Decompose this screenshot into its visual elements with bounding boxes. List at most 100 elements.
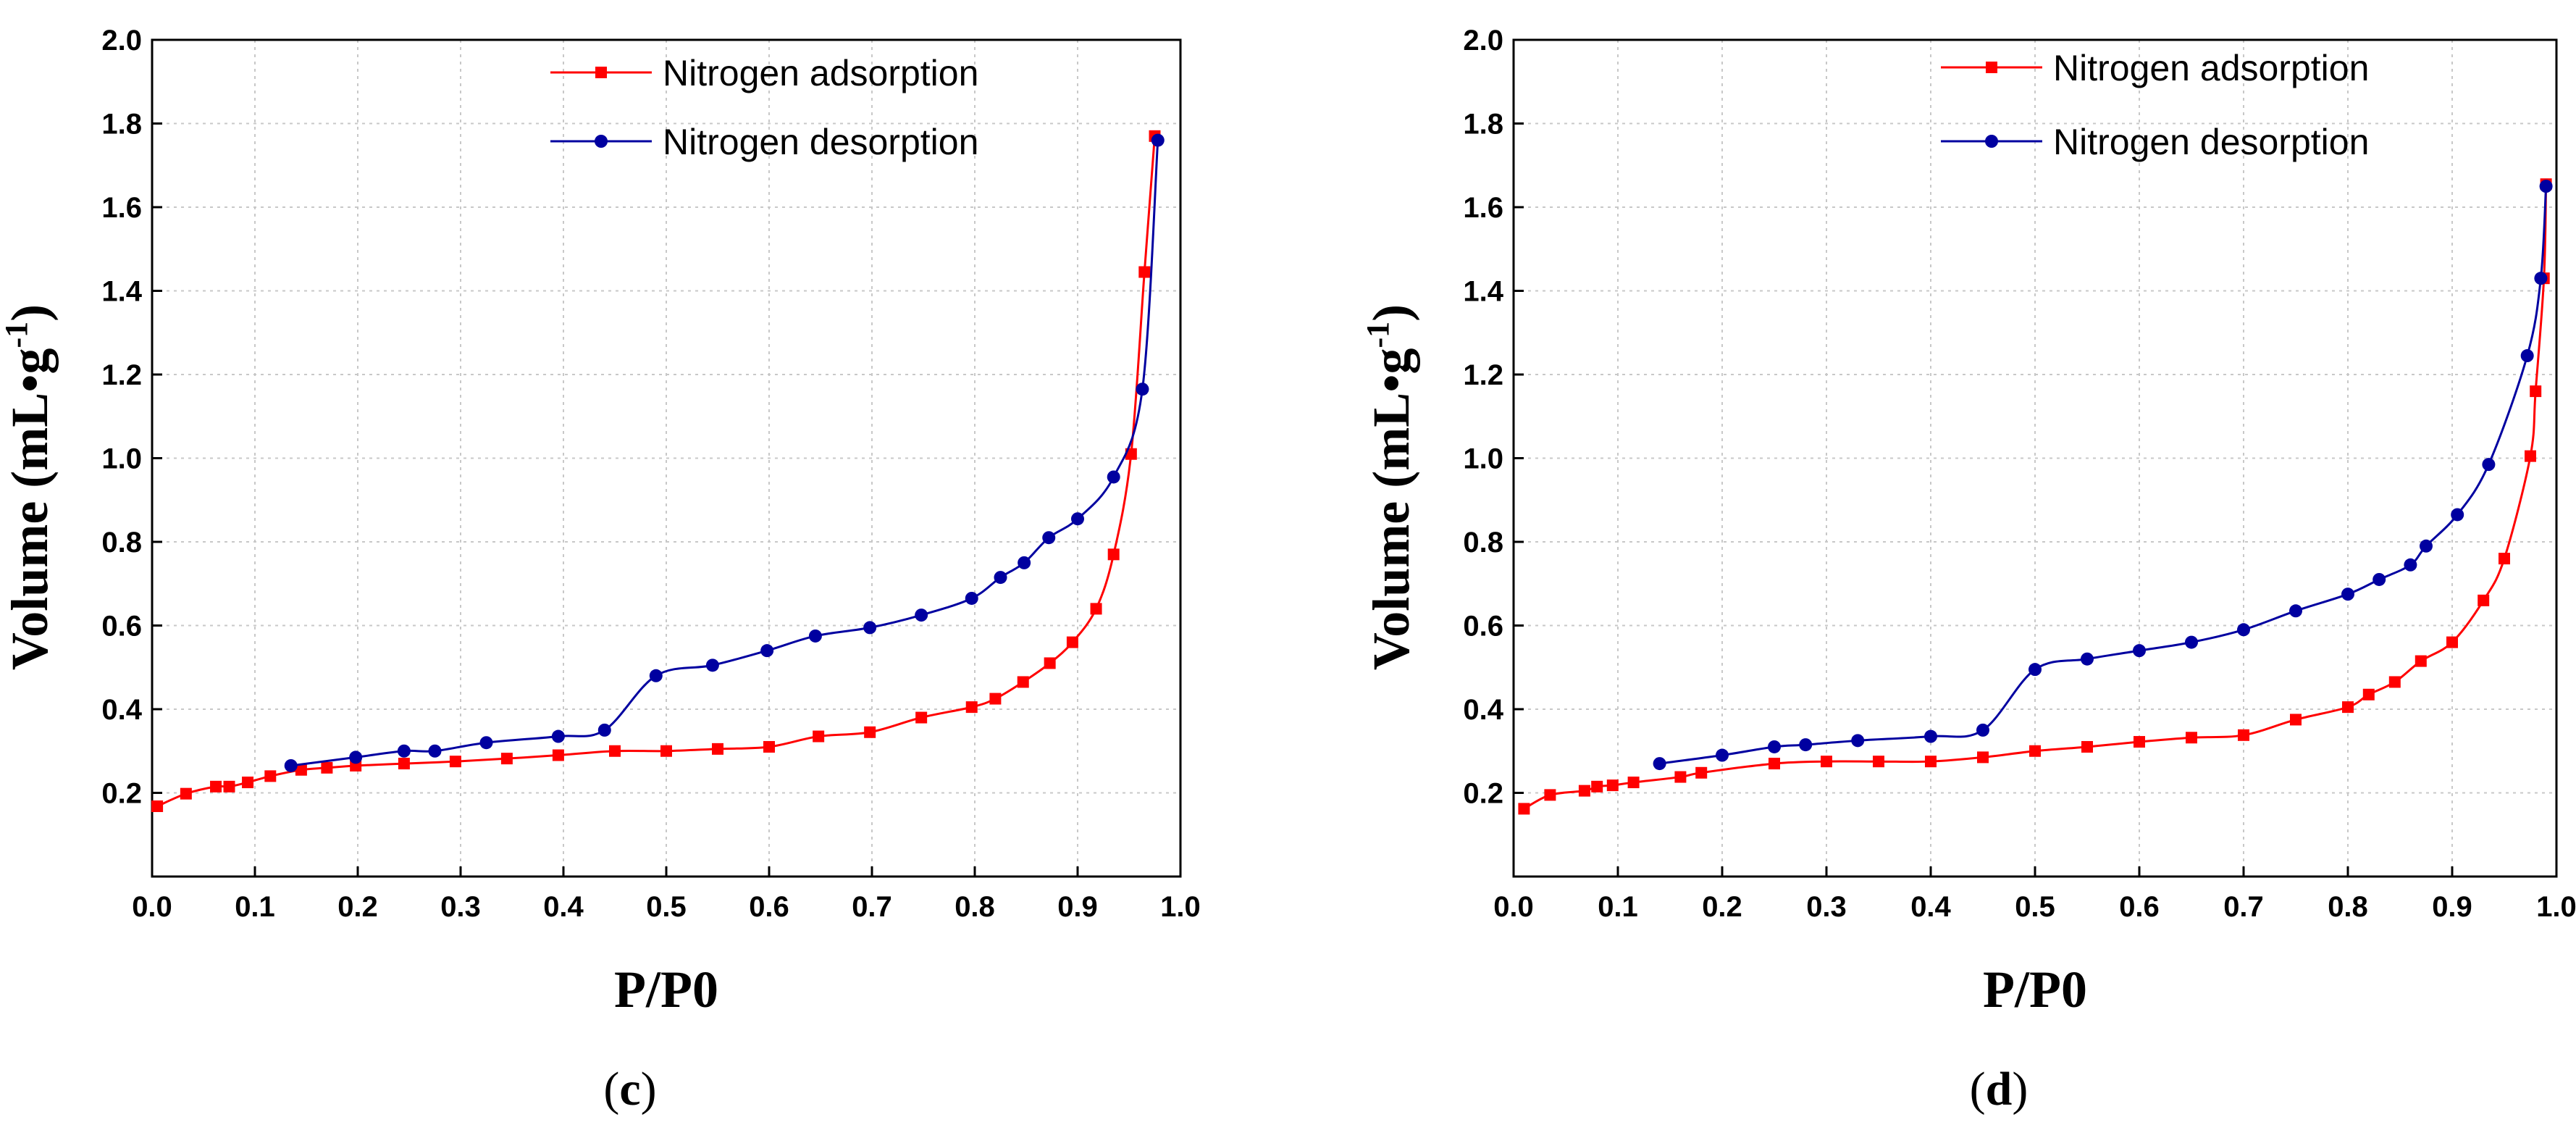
data-point-adsorption xyxy=(1578,785,1590,797)
data-point-desorption xyxy=(915,608,928,622)
data-point-adsorption xyxy=(1627,777,1640,789)
legend-label-adsorption: Nitrogen adsorption xyxy=(2053,48,2369,88)
data-point-adsorption xyxy=(2415,655,2427,667)
data-point-desorption xyxy=(1924,729,1937,743)
series-line-adsorption xyxy=(156,135,1156,808)
legend-label-adsorption: Nitrogen adsorption xyxy=(663,53,978,93)
data-point-desorption xyxy=(2237,623,2250,637)
data-point-adsorption xyxy=(1107,548,1120,561)
data-point-adsorption xyxy=(500,753,513,765)
y-tick-label: 0.6 xyxy=(101,611,142,643)
data-point-desorption xyxy=(1799,738,1813,752)
data-point-adsorption xyxy=(151,800,164,812)
data-point-adsorption xyxy=(1591,780,1603,792)
legend-marker-desorption xyxy=(1985,135,1998,148)
panel-label-close: ) xyxy=(2012,1063,2028,1116)
y-tick-label: 1.8 xyxy=(101,109,142,141)
data-point-desorption xyxy=(2539,180,2553,193)
y-axis-title-main: Volume (mL•g xyxy=(1,348,59,671)
data-point-adsorption xyxy=(1017,676,1029,688)
data-point-desorption xyxy=(2451,508,2464,522)
legend-label-desorption: Nitrogen desorption xyxy=(2053,122,2369,162)
y-tick-label: 0.6 xyxy=(1463,611,1503,643)
data-point-desorption xyxy=(1851,734,1865,748)
series-line-desorption xyxy=(290,140,1159,767)
x-tick-label: 0.5 xyxy=(646,891,687,923)
x-tick-label: 0.4 xyxy=(543,891,584,923)
data-point-adsorption xyxy=(1925,756,1937,768)
legend-marker-desorption xyxy=(595,135,608,148)
series-line-desorption xyxy=(1659,186,2548,765)
data-point-desorption xyxy=(597,723,611,737)
data-point-adsorption xyxy=(2446,636,2458,648)
y-tick-label: 1.6 xyxy=(101,192,142,224)
data-point-adsorption xyxy=(1044,657,1056,669)
data-point-adsorption xyxy=(1544,789,1556,801)
data-point-adsorption xyxy=(2029,745,2041,757)
data-point-adsorption xyxy=(210,780,222,792)
data-point-adsorption xyxy=(1090,603,1102,615)
chart-panel-d: 0.0 0.1 0.2 0.3 0.4 0.5 0.6 0.7 0.8 0.9 1.0 0.2 0.4 0… xyxy=(1360,25,2576,1116)
x-tick-label: 0.1 xyxy=(235,891,275,923)
x-tick-label: 0.6 xyxy=(2119,891,2160,923)
data-point-adsorption xyxy=(2238,729,2249,741)
y-axis-title-close: ) xyxy=(1362,304,1420,322)
data-point-desorption xyxy=(479,736,493,750)
data-point-adsorption xyxy=(1138,266,1151,278)
data-point-desorption xyxy=(965,591,978,605)
x-tick-label: 0.6 xyxy=(749,891,789,923)
y-axis-title: Volume (mL•g-1) xyxy=(0,304,59,670)
y-tick-label: 0.8 xyxy=(1463,527,1503,559)
data-point-desorption xyxy=(1042,531,1056,545)
x-tick-label: 0.9 xyxy=(1057,891,1098,923)
data-point-desorption xyxy=(649,669,663,682)
data-point-desorption xyxy=(1653,757,1666,771)
data-point-adsorption xyxy=(1821,756,1832,768)
x-tick-label: 0.9 xyxy=(2432,891,2472,923)
data-point-desorption xyxy=(2341,587,2354,601)
data-point-desorption xyxy=(2029,663,2042,677)
y-tick-label: 1.0 xyxy=(1463,443,1503,475)
data-point-desorption xyxy=(551,729,565,743)
y-tick-label: 1.4 xyxy=(1463,276,1503,308)
x-axis-title: P/P0 xyxy=(1983,961,2087,1019)
data-point-desorption xyxy=(1071,512,1084,526)
data-point-adsorption xyxy=(915,711,928,724)
panel-label: (c) xyxy=(603,1063,656,1116)
data-point-desorption xyxy=(2081,652,2094,666)
data-point-desorption xyxy=(2372,572,2386,586)
panel-label-close: ) xyxy=(641,1063,657,1116)
data-point-adsorption xyxy=(1695,766,1708,779)
y-axis-title-close: ) xyxy=(1,304,59,322)
data-point-desorption xyxy=(349,750,363,764)
data-point-desorption xyxy=(1976,723,1989,737)
data-point-adsorption xyxy=(1977,751,1989,764)
y-tick-label: 1.2 xyxy=(101,359,142,391)
y-tick-label: 1.6 xyxy=(1463,192,1503,224)
data-point-adsorption xyxy=(609,745,621,757)
data-point-desorption xyxy=(2289,604,2302,618)
x-tick-label: 0.7 xyxy=(852,891,892,923)
data-point-desorption xyxy=(397,744,411,758)
y-axis-title-superscript: -1 xyxy=(0,322,34,348)
data-point-adsorption xyxy=(398,758,410,770)
data-point-adsorption xyxy=(2186,732,2197,744)
x-tick-label: 0.0 xyxy=(132,891,172,923)
data-point-adsorption xyxy=(2499,553,2510,565)
x-tick-label: 0.2 xyxy=(1702,891,1742,923)
panel-label-letter: d xyxy=(1986,1063,2013,1116)
y-tick-label: 2.0 xyxy=(101,25,142,57)
data-point-desorption xyxy=(2534,272,2548,285)
data-point-adsorption xyxy=(712,743,723,755)
x-tick-label: 1.0 xyxy=(2536,891,2576,923)
data-point-desorption xyxy=(1716,748,1729,762)
panel-label-letter: c xyxy=(619,1063,640,1116)
legend-marker-adsorption xyxy=(1986,62,1997,73)
data-point-adsorption xyxy=(763,740,775,753)
data-point-desorption xyxy=(2520,349,2534,363)
x-tick-label: 0.4 xyxy=(1910,891,1951,923)
x-tick-label: 0.3 xyxy=(1806,891,1847,923)
data-point-desorption xyxy=(1768,740,1781,753)
data-point-desorption xyxy=(1018,556,1031,569)
